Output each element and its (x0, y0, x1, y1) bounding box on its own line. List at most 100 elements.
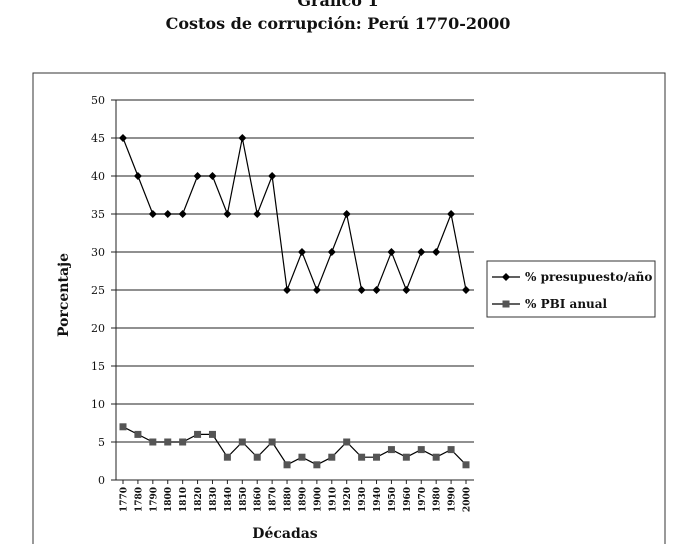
gridlines (116, 99, 474, 443)
square-marker (417, 446, 425, 454)
diamond-marker (327, 248, 336, 256)
x-tick-label: 1780 (134, 487, 144, 512)
diamond-marker (502, 273, 510, 281)
y-tick-label: 45 (91, 132, 105, 145)
square-marker (238, 438, 246, 446)
diamond-marker (193, 172, 202, 180)
y-tick-label: 50 (91, 94, 105, 107)
x-tick-label: 2000 (463, 487, 473, 512)
y-tick-label: 35 (91, 208, 105, 221)
square-marker (134, 430, 142, 438)
square-marker (387, 446, 395, 454)
chart-title: Costos de corrupción: Perú 1770-2000 (165, 14, 511, 33)
x-tick-label: 1800 (164, 487, 174, 512)
diamond-marker (297, 248, 306, 256)
x-tick-label: 1940 (373, 487, 383, 512)
figure-number: Gráfico 1 (297, 0, 379, 10)
square-marker (328, 453, 336, 461)
series-line (122, 426, 467, 466)
x-tick-label: 1840 (224, 487, 234, 512)
square-marker (268, 438, 276, 446)
diamond-marker (208, 172, 217, 180)
x-tick-label: 1890 (298, 487, 308, 512)
x-tick-label: 1960 (403, 487, 413, 512)
diamond-marker (357, 286, 366, 294)
x-tick-label: 1820 (194, 487, 204, 512)
square-marker (432, 453, 440, 461)
y-tick-label: 0 (98, 474, 105, 487)
x-tick-label: 1950 (388, 487, 398, 512)
square-marker (462, 461, 470, 469)
diamond-marker (148, 210, 157, 218)
square-marker (194, 430, 202, 438)
diamond-marker (342, 210, 351, 218)
diamond-marker (163, 210, 172, 218)
square-marker (149, 438, 157, 446)
diamond-marker (253, 210, 262, 218)
legend: % presupuesto/año % PBI anual (486, 260, 656, 318)
square-marker (298, 453, 306, 461)
diamond-marker (447, 210, 456, 218)
diamond-marker (387, 248, 396, 256)
diamond-marker (133, 172, 142, 180)
x-axis-label: Décadas (252, 526, 318, 542)
x-tick-labels: 1770 1780 1790 1800 1810 1820 1830 1840 1850 1860… (120, 487, 473, 512)
y-tick-labels: 0 5 10 15 20 25 30 35 40 45 50 (91, 94, 105, 487)
x-tick-label: 1860 (254, 487, 264, 512)
square-marker (283, 461, 291, 469)
x-tick-label: 1880 (284, 487, 294, 512)
x-tick-label: 1970 (418, 487, 428, 512)
diamond-marker (417, 248, 426, 256)
chart-frame (32, 72, 666, 544)
legend-label: % PBI anual (525, 297, 608, 311)
diamond-marker (432, 248, 441, 256)
x-tick-label: 1980 (433, 487, 443, 512)
x-tick-label: 1770 (120, 487, 130, 512)
square-marker (208, 430, 216, 438)
diamond-marker (238, 134, 247, 142)
diamond-marker (283, 286, 292, 294)
square-marker (502, 300, 510, 308)
diamond-marker (223, 210, 232, 218)
square-marker (313, 461, 321, 469)
x-tick-label: 1810 (179, 487, 189, 512)
diamond-marker (462, 286, 470, 294)
legend-label: % presupuesto/año (525, 270, 652, 284)
square-marker (223, 453, 231, 461)
series-0 (119, 134, 470, 294)
square-marker (402, 453, 410, 461)
series (119, 134, 470, 469)
x-tick-label: 1930 (358, 487, 368, 512)
x-tick-label: 1790 (149, 487, 159, 512)
x-tick-label: 1990 (448, 487, 458, 512)
square-marker (253, 453, 261, 461)
diamond-marker (178, 210, 187, 218)
square-marker (373, 453, 381, 461)
diamond-marker (312, 286, 321, 294)
y-axis-label: Porcentaje (56, 253, 72, 337)
y-tick-label: 15 (91, 360, 105, 373)
y-tick-label: 5 (98, 436, 105, 449)
square-marker (119, 423, 127, 431)
square-marker (164, 438, 172, 446)
square-marker (447, 446, 455, 454)
square-marker (343, 438, 351, 446)
x-tick-label: 1920 (343, 487, 353, 512)
legend-box (486, 260, 656, 318)
axes (111, 99, 474, 484)
diamond-marker (119, 134, 127, 142)
x-tick-label: 1870 (269, 487, 279, 512)
y-tick-label: 20 (91, 322, 105, 335)
y-tick-label: 10 (91, 398, 105, 411)
x-tick-label: 1900 (313, 487, 323, 512)
series-1 (119, 423, 470, 469)
diamond-marker (402, 286, 411, 294)
x-tick-label: 1910 (328, 487, 338, 512)
y-tick-label: 25 (91, 284, 105, 297)
y-tick-label: 30 (91, 246, 105, 259)
square-marker (358, 453, 366, 461)
x-tick-label: 1830 (209, 487, 219, 512)
x-tick-label: 1850 (239, 487, 249, 512)
diamond-marker (268, 172, 277, 180)
